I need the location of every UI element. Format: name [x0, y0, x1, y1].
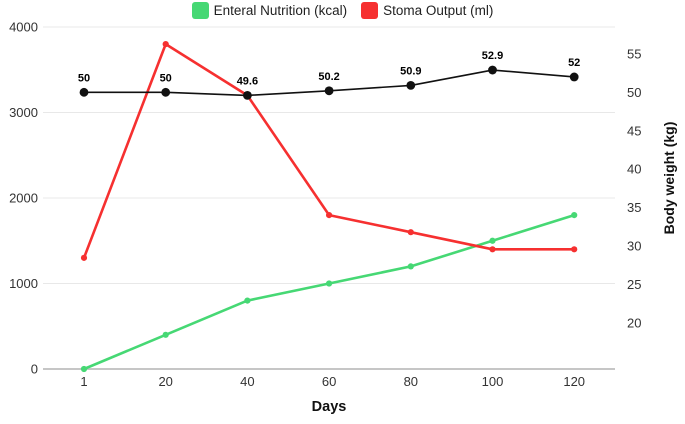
legend-label-enteral-nutrition: Enteral Nutrition (kcal) [213, 3, 348, 18]
svg-text:4000: 4000 [9, 20, 38, 35]
legend-label-stoma-output: Stoma Output (ml) [383, 3, 494, 18]
svg-text:20: 20 [627, 315, 641, 330]
svg-text:50.9: 50.9 [400, 65, 421, 77]
chart-legend: Enteral Nutrition (kcal) Stoma Output (m… [0, 2, 685, 19]
x-axis-title: Days [311, 399, 347, 415]
svg-text:80: 80 [404, 374, 418, 389]
svg-text:52: 52 [568, 57, 580, 69]
svg-text:25: 25 [627, 277, 641, 292]
svg-text:40: 40 [240, 374, 254, 389]
right-y-axis-title: Body weight (kg) [661, 121, 677, 235]
legend-swatch-red-icon [361, 2, 379, 19]
svg-text:50: 50 [160, 72, 172, 84]
svg-text:1000: 1000 [9, 276, 38, 291]
svg-text:40: 40 [627, 162, 641, 177]
svg-text:20: 20 [158, 374, 172, 389]
svg-text:45: 45 [627, 123, 641, 138]
svg-text:30: 30 [627, 239, 641, 254]
svg-text:50: 50 [78, 72, 90, 84]
legend-item-enteral-nutrition: Enteral Nutrition (kcal) [191, 2, 348, 19]
svg-text:100: 100 [482, 374, 504, 389]
svg-text:0: 0 [31, 362, 38, 377]
legend-item-stoma-output: Stoma Output (ml) [361, 2, 493, 19]
svg-text:49.6: 49.6 [237, 75, 258, 87]
svg-text:50: 50 [627, 85, 641, 100]
svg-text:52.9: 52.9 [482, 50, 503, 62]
svg-text:60: 60 [322, 374, 336, 389]
svg-text:1: 1 [80, 374, 87, 389]
legend-swatch-green-icon [191, 2, 209, 19]
svg-text:35: 35 [627, 200, 641, 215]
svg-text:120: 120 [563, 374, 585, 389]
svg-text:3000: 3000 [9, 105, 38, 120]
svg-text:55: 55 [627, 46, 641, 61]
svg-text:50.2: 50.2 [318, 71, 339, 83]
svg-text:2000: 2000 [9, 191, 38, 206]
